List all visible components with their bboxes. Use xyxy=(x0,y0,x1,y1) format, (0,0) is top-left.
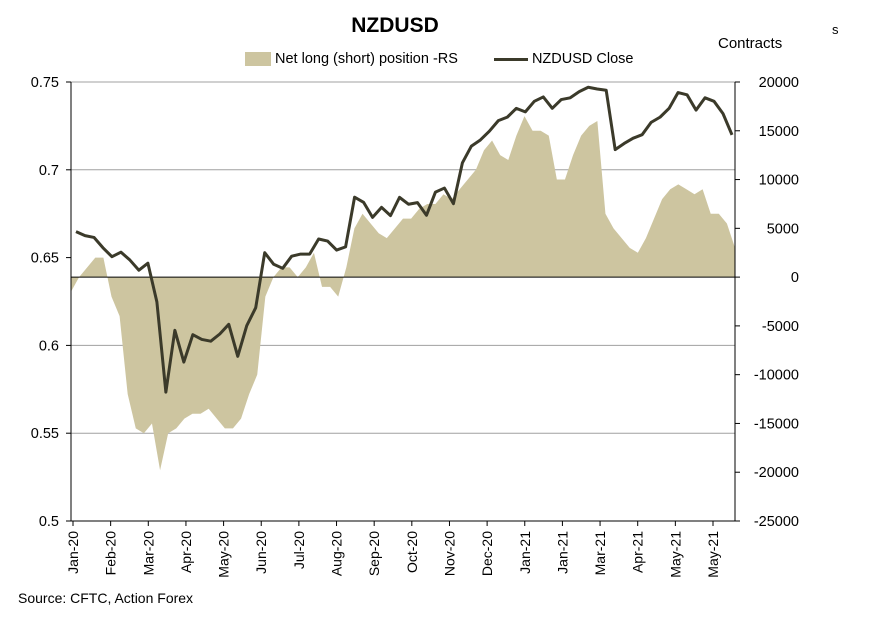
x-tick-label-6: Jul-20 xyxy=(291,531,307,569)
x-tick-label-3: Apr-20 xyxy=(178,531,194,573)
legend-line-label: NZDUSD Close xyxy=(531,51,634,67)
x-tick-label-10: Nov-20 xyxy=(441,531,457,576)
chart-title: NZDUSD xyxy=(351,14,439,37)
x-tick-label-4: May-20 xyxy=(216,531,232,578)
x-tick-label-13: Jan-21 xyxy=(554,531,570,574)
x-tick-label-2: Mar-20 xyxy=(140,531,156,576)
legend: Net long (short) position -RS NZDUSD Clo… xyxy=(245,51,633,67)
x-tick-label-9: Oct-20 xyxy=(404,531,420,573)
x-tick-label-1: Feb-20 xyxy=(103,531,119,576)
y2-axis-label: Contracts xyxy=(718,35,783,52)
x-tick-label-0: Jan-20 xyxy=(65,531,81,574)
x-tick-label-11: Dec-20 xyxy=(479,531,495,576)
y-left-tick-label-0: 0.5 xyxy=(39,514,59,530)
y-left-tick-label-2: 0.6 xyxy=(39,338,59,354)
x-tick-label-7: Aug-20 xyxy=(329,531,345,576)
legend-line-swatch xyxy=(493,57,528,61)
y-right-tick-label-8: 15000 xyxy=(759,124,799,140)
x-tick-label-15: Apr-21 xyxy=(630,531,646,573)
net-position-area xyxy=(71,116,735,471)
x-tick-label-8: Sep-20 xyxy=(366,531,382,576)
nzdusd-close-line xyxy=(75,85,734,394)
y-right-tick-label-3: -10000 xyxy=(754,368,799,384)
y-right-tick-label-6: 5000 xyxy=(767,221,799,237)
y-right-tick-label-2: -15000 xyxy=(754,416,799,432)
x-tick-label-5: Jun-20 xyxy=(253,531,269,574)
x-tick-label-16: May-21 xyxy=(667,531,683,578)
x-tick-label-14: Mar-21 xyxy=(592,531,608,576)
y-right-tick-label-9: 20000 xyxy=(759,75,799,91)
y-left-tick-label-1: 0.55 xyxy=(31,426,59,442)
stray-mark: s xyxy=(832,22,839,37)
y-right-tick-label-1: -20000 xyxy=(754,465,799,481)
y-right-tick-label-4: -5000 xyxy=(762,319,799,335)
y-right-tick-label-5: 0 xyxy=(791,270,799,286)
source-note: Source: CFTC, Action Forex xyxy=(18,590,194,606)
y-right-tick-label-0: -25000 xyxy=(754,514,799,530)
y-left-tick-label-5: 0.75 xyxy=(31,75,59,91)
legend-area-swatch xyxy=(245,52,271,66)
x-tick-label-17: May-21 xyxy=(705,531,721,578)
y-left-tick-label-3: 0.65 xyxy=(31,251,59,267)
y-left-tick-label-4: 0.7 xyxy=(39,163,59,179)
y-right-tick-label-7: 10000 xyxy=(759,173,799,189)
x-tick-label-12: Jan-21 xyxy=(517,531,533,574)
legend-area-label: Net long (short) position -RS xyxy=(275,51,458,67)
